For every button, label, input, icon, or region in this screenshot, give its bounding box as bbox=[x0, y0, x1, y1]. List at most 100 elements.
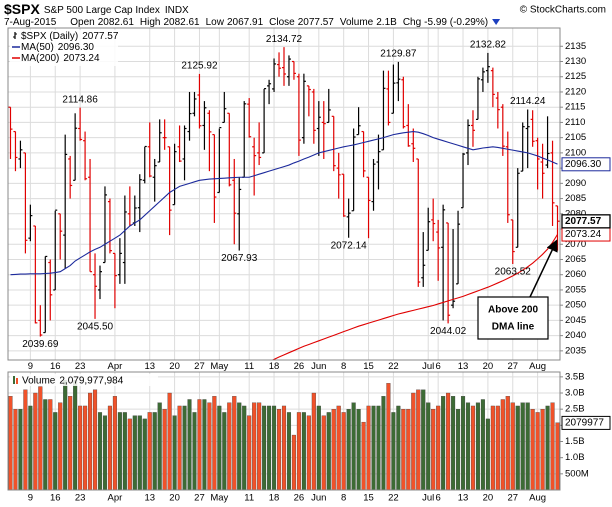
volume-bar bbox=[416, 389, 421, 491]
volume-bar bbox=[446, 392, 451, 491]
volume-bar bbox=[356, 409, 361, 491]
y-tick-label: 2105 bbox=[565, 132, 586, 143]
quote-value: 2082.61 bbox=[163, 17, 200, 28]
legend-bg bbox=[10, 374, 158, 386]
volume-bar bbox=[391, 412, 396, 491]
volume-bar bbox=[381, 396, 386, 491]
quote-value: 2067.91 bbox=[227, 17, 264, 28]
callout-line: Above 200 bbox=[488, 305, 538, 316]
annotation: 2067.93 bbox=[221, 253, 258, 264]
quote-label: Close bbox=[269, 17, 295, 28]
volume-bar bbox=[137, 415, 142, 491]
volume-bar bbox=[252, 402, 257, 491]
y-tick-label: 2.5B bbox=[565, 404, 585, 415]
y-tick-label: 2045 bbox=[565, 315, 586, 326]
x-tick-label: Aug bbox=[529, 361, 546, 372]
legend-name: MA(50) bbox=[21, 42, 54, 53]
x-tick-label: 9 bbox=[28, 493, 33, 504]
x-tick-label: 27 bbox=[507, 361, 518, 372]
volume-bar bbox=[132, 415, 137, 491]
volume-bar bbox=[296, 412, 301, 491]
price-bars bbox=[8, 47, 560, 337]
x-tick-label: 26 bbox=[294, 361, 305, 372]
x-tick-label: 22 bbox=[388, 493, 399, 504]
x-tick-label: 8 bbox=[341, 493, 346, 504]
volume-bar bbox=[182, 405, 187, 491]
x-tick-label: 18 bbox=[269, 493, 280, 504]
close-value-tag: 2077.57 bbox=[565, 216, 602, 227]
y-tick-label: 2125 bbox=[565, 71, 586, 82]
volume-bar bbox=[540, 409, 545, 491]
volume-bar bbox=[13, 409, 18, 491]
x-tick-label: 22 bbox=[388, 361, 399, 372]
volume-bar bbox=[162, 409, 167, 491]
legend-name: $SPX (Daily) bbox=[21, 31, 78, 42]
volume-bar bbox=[107, 405, 112, 491]
y-tick-label: 1.0B bbox=[565, 452, 585, 463]
quote-label: Open bbox=[70, 17, 94, 28]
x-tick-label: 18 bbox=[269, 361, 280, 372]
volume-bar bbox=[436, 405, 441, 491]
date: 7-Aug-2015 bbox=[4, 17, 57, 28]
volume-bar bbox=[247, 415, 252, 491]
volume-bar bbox=[465, 402, 471, 491]
volume-bar bbox=[550, 402, 555, 491]
y-tick-label: 2080 bbox=[565, 208, 586, 219]
volume-bar bbox=[441, 396, 446, 491]
volume-bar bbox=[68, 396, 73, 491]
volume-bar bbox=[63, 379, 68, 491]
y-tick-label: 2035 bbox=[565, 345, 586, 356]
volume-bar bbox=[490, 405, 495, 491]
y-tick-label: 500M bbox=[565, 468, 589, 479]
y-tick-label: 2090 bbox=[565, 178, 586, 189]
volume-bar bbox=[346, 409, 351, 491]
volume-bar bbox=[43, 399, 48, 491]
y-tick-label: 2115 bbox=[565, 102, 585, 113]
volume-bar bbox=[222, 412, 227, 491]
annotation: 2132.82 bbox=[470, 40, 507, 51]
volume-bar bbox=[83, 405, 88, 491]
ma-value-tag: 2073.24 bbox=[565, 229, 602, 240]
volume-bar bbox=[406, 409, 411, 491]
x-tick-label: May bbox=[210, 361, 228, 372]
quote-label: Volume bbox=[340, 17, 374, 28]
volume-bar bbox=[88, 392, 93, 491]
volume-bar bbox=[127, 418, 132, 491]
annotation: 2045.50 bbox=[77, 322, 114, 333]
annotation: 2129.87 bbox=[380, 49, 417, 60]
volume-bar bbox=[291, 434, 296, 491]
y-tick-label: 2070 bbox=[565, 239, 586, 250]
quote-value: 2.1B bbox=[376, 17, 397, 28]
volume-bar bbox=[545, 405, 550, 491]
volume-bar bbox=[237, 402, 242, 491]
volume-bar bbox=[217, 405, 222, 491]
legend-name: MA(200) bbox=[21, 53, 59, 64]
x-tick-label: Aug bbox=[529, 493, 546, 504]
x-tick-label: Jul bbox=[422, 361, 434, 372]
volume-bar bbox=[485, 418, 490, 491]
x-tick-label: 8 bbox=[341, 361, 346, 372]
volume-bar bbox=[475, 402, 480, 491]
x-tick-label: 20 bbox=[483, 493, 494, 504]
y-tick-label: 2120 bbox=[565, 86, 586, 97]
volume-bar bbox=[411, 392, 416, 491]
volume-bar bbox=[152, 412, 157, 491]
volume-bar bbox=[361, 421, 366, 491]
volume-bar bbox=[78, 405, 83, 491]
annotation: 2134.72 bbox=[266, 34, 303, 45]
volume-bar bbox=[147, 412, 152, 491]
volume-bar bbox=[371, 405, 376, 491]
legend-entry: MA(50) 2096.30 bbox=[21, 42, 94, 53]
x-tick-label: 11 bbox=[244, 493, 254, 504]
x-tick-label: 20 bbox=[169, 493, 180, 504]
volume-bar bbox=[73, 379, 78, 491]
volume-bar bbox=[53, 412, 58, 491]
volume-bar bbox=[267, 405, 272, 491]
x-tick-label: 15 bbox=[363, 493, 374, 504]
ma-line bbox=[271, 234, 558, 360]
volume-bar bbox=[426, 402, 431, 491]
volume-value-tag-box bbox=[561, 415, 611, 430]
volume-bar bbox=[376, 405, 381, 491]
y-tick-label: 2060 bbox=[565, 269, 586, 280]
volume-bar bbox=[242, 405, 247, 491]
